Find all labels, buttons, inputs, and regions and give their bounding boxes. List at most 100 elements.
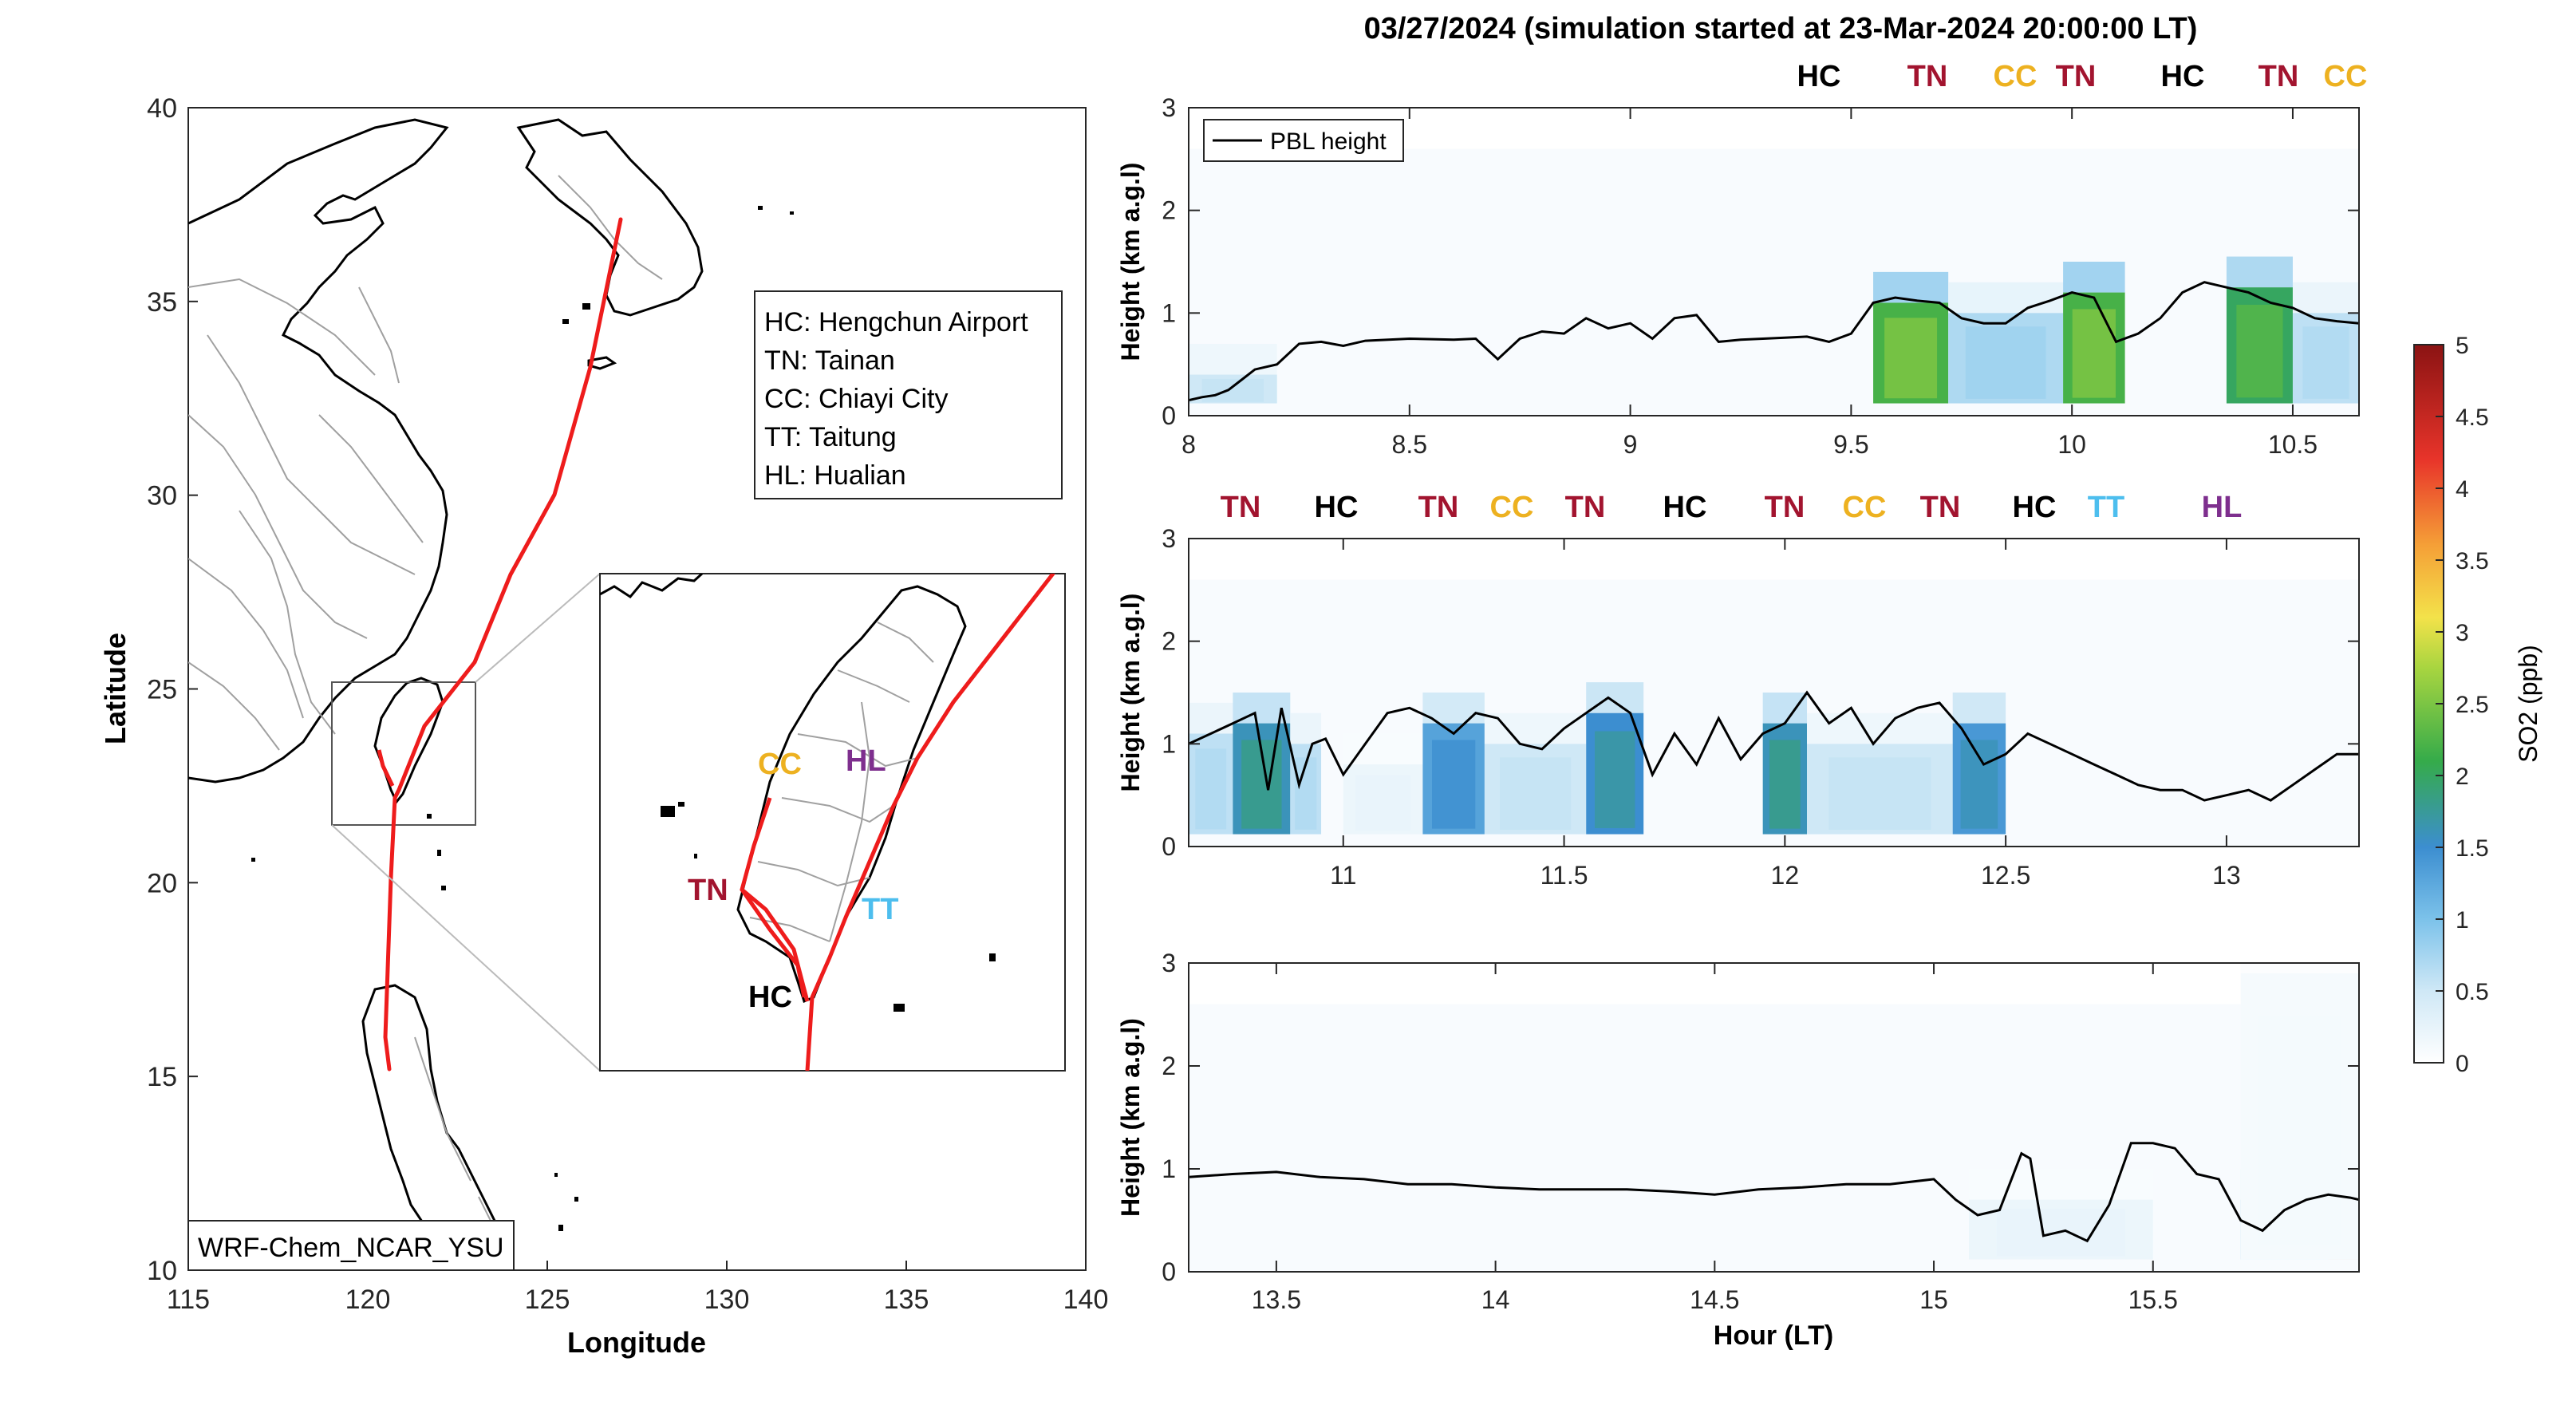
so2-cell-core: [1828, 757, 1931, 830]
flight-track-main-branch: [377, 749, 395, 787]
colorbar: 0 0.5 1 1.5 2 2.5 3 3.5 4 4.5 5 SO2 (ppb): [2413, 333, 2542, 1077]
x-tick-label: 15: [1919, 1285, 1948, 1314]
inset-label-cc: CC: [758, 748, 802, 781]
so2-cell-core: [1960, 740, 1998, 829]
panel3-x-label: Hour (LT): [1714, 1320, 1833, 1351]
so2-cell-halo: [1969, 1169, 2153, 1200]
site-legend: HC: Hengchun Airport TN: Tainan CC: Chia…: [754, 290, 1063, 499]
site-label-hl: HL: [2202, 491, 2243, 524]
so2-cell-halo: [1762, 693, 1808, 724]
model-label-box: [187, 1220, 515, 1271]
taiwan-inset: CC HL TN TT HC: [599, 573, 1066, 1072]
inset-taiwan-coast: [736, 585, 967, 1004]
so2-cell-halo: [1290, 712, 1322, 744]
x-tick-label: 10.5: [2268, 430, 2318, 459]
site-label-cc: CC: [1843, 491, 1887, 524]
time-height-panel-3: 13.5 14 14.5 15 15.5 0 1 2 3 Height (km a.g.l): [1116, 949, 2360, 1314]
map-x-tick-label: 120: [345, 1285, 391, 1315]
so2-cell-core: [1884, 318, 1938, 399]
legend-entry-cc: CC: Chiayi City: [764, 384, 948, 414]
map-x-tick-label: 115: [167, 1285, 210, 1315]
x-tick-label: 11: [1330, 861, 1356, 890]
map-x-tick-label: 140: [1063, 1285, 1109, 1315]
so2-cell-core: [1965, 326, 2046, 399]
colorbar-tick-label: 3.5: [2456, 548, 2489, 574]
map-x-tick-label: 125: [525, 1285, 570, 1315]
inset-mainland-coast: [600, 574, 704, 598]
so2-cell-halo: [1873, 271, 1949, 303]
site-label-cc: CC: [1994, 60, 2038, 93]
y-tick-label: 1: [1162, 1154, 1176, 1183]
so2-cell-halo: [1952, 693, 2006, 724]
y-tick-label: 1: [1162, 298, 1176, 327]
inset-label-tt: TT: [862, 893, 898, 926]
pbl-height-line: [1189, 1142, 2359, 1243]
pbl-legend: PBL height: [1203, 119, 1404, 162]
so2-field: [1189, 148, 2359, 416]
map-x-tick-label: 135: [884, 1285, 929, 1315]
map-x-label: Longitude: [567, 1326, 706, 1359]
inset-label-tn: TN: [688, 874, 728, 907]
map-y-tick-label: 35: [147, 287, 177, 318]
site-label-tn: TN: [1221, 491, 1261, 524]
so2-cell-core: [1195, 748, 1227, 830]
so2-cell-halo: [1343, 733, 1423, 765]
map-y-tick-label: 40: [147, 93, 177, 124]
colorbar-tick-label: 2.5: [2456, 692, 2489, 718]
site-label-tn: TN: [1418, 491, 1459, 524]
site-label-tn: TN: [2056, 60, 2097, 93]
x-tick-label: 9: [1623, 430, 1638, 459]
inset-label-hl: HL: [846, 744, 886, 778]
map-x-ticks: 115 120 125 130 135 140: [167, 1261, 1108, 1315]
x-tick-label: 13: [2212, 861, 2241, 890]
x-tick-label: 11.5: [1540, 861, 1588, 890]
site-label-cc: CC: [1490, 491, 1534, 524]
zoom-box: [331, 681, 476, 826]
y-tick-label: 0: [1162, 1257, 1176, 1286]
x-tick-label: 10: [2057, 430, 2086, 459]
so2-cell-halo: [2292, 282, 2359, 314]
y-axis-label: Height (km a.g.l): [1116, 163, 1145, 361]
y-tick-label: 3: [1162, 949, 1176, 977]
map-x-tick-label: 130: [704, 1285, 750, 1315]
figure-title: 03/27/2024 (simulation started at 23-Mar…: [1364, 12, 2198, 45]
so2-cell-halo: [1189, 702, 1233, 734]
y-axis-label: Height (km a.g.l): [1116, 1018, 1145, 1217]
province-borders: [188, 175, 663, 1229]
site-label-hc: HC: [2161, 60, 2205, 93]
so2-cell-core: [1769, 740, 1801, 829]
so2-cell-core: [1295, 757, 1317, 830]
y-tick-label: 0: [1162, 401, 1176, 430]
y-tick-label: 3: [1162, 93, 1176, 122]
panel-axes: [1188, 107, 2360, 416]
flight-track-inset-branch: [740, 888, 810, 1002]
korea-coast: [516, 118, 704, 317]
map-y-tick-label: 20: [147, 868, 177, 898]
site-label-tn: TN: [1907, 60, 1948, 93]
map-y-label: Latitude: [99, 633, 132, 744]
colorbar-tick-label: 4.5: [2456, 405, 2489, 431]
legend-entry-tn: TN: Tainan: [764, 345, 895, 376]
so2-cell-halo: [1586, 682, 1644, 713]
x-tick-label: 13.5: [1252, 1285, 1301, 1314]
site-label-cc: CC: [2324, 60, 2368, 93]
so2-cell-halo: [1807, 712, 1953, 744]
x-tick-label: 8.5: [1392, 430, 1427, 459]
so2-cell-halo: [1484, 712, 1587, 744]
y-tick-label: 3: [1162, 524, 1176, 553]
colorbar-tick-label: 0.5: [2456, 979, 2489, 1005]
so2-cell-core: [2302, 326, 2349, 399]
y-tick-label: 2: [1162, 627, 1176, 656]
so2-cell-halo: [1948, 282, 2064, 314]
mainland-china-coast: [188, 118, 449, 783]
so2-cell-core: [1595, 731, 1635, 828]
x-tick-label: 9.5: [1833, 430, 1868, 459]
so2-field: [1189, 963, 2359, 1272]
map-panel: 115 120 125 130 135 140 10 15 20 25 30 35 40 Longit…: [99, 93, 1108, 1359]
colorbar-tick-label: 0: [2456, 1051, 2469, 1077]
so2-cell-halo: [2226, 256, 2293, 288]
small-islands: [251, 206, 794, 1231]
inset-islands: [661, 802, 996, 1012]
map-y-tick-label: 25: [147, 675, 177, 705]
colorbar-tick-label: 1.5: [2456, 835, 2489, 862]
